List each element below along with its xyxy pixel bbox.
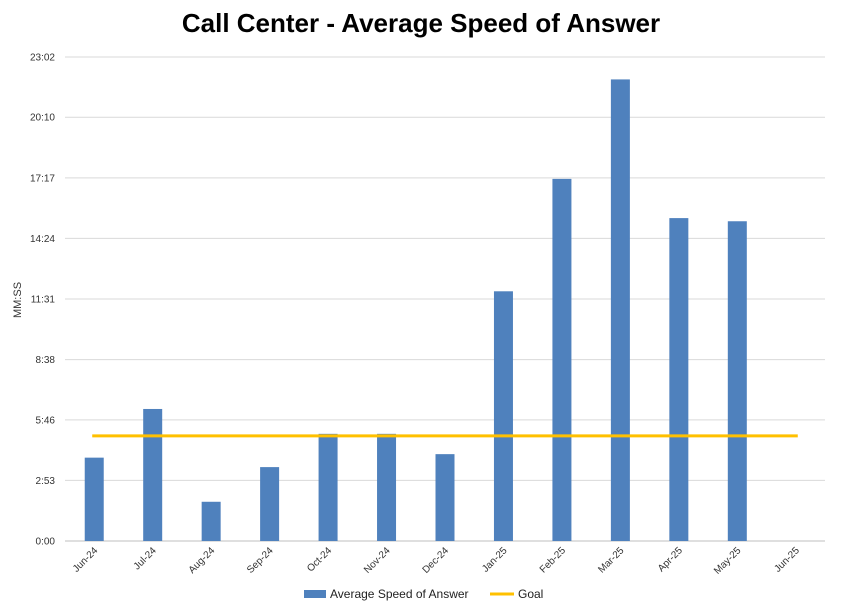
x-tick-label: May-25 [712, 545, 744, 577]
legend-swatch-bar [304, 590, 326, 598]
x-tick-label: Aug-24 [187, 545, 218, 576]
y-tick-label: 5:46 [36, 415, 56, 426]
bar [201, 501, 221, 541]
y-tick-label: 20:10 [30, 113, 55, 124]
y-tick-label: 14:24 [30, 234, 55, 245]
chart-title: Call Center - Average Speed of Answer [181, 8, 661, 38]
y-tick-label: 17:17 [30, 173, 55, 184]
y-tick-label: 2:53 [36, 476, 56, 487]
x-tick-label: Jan-25 [480, 545, 510, 575]
y-tick-label: 0:00 [36, 537, 56, 548]
x-tick-label: Mar-25 [596, 545, 626, 575]
y-tick-label: 8:38 [36, 355, 56, 366]
bar [610, 79, 630, 542]
legend: Average Speed of Answer Goal [304, 587, 543, 601]
x-tick-label: Sep-24 [245, 545, 276, 576]
legend-label: Average Speed of Answer [330, 587, 469, 601]
bar [143, 408, 163, 541]
bar [493, 291, 513, 541]
y-tick-label: 11:31 [31, 295, 56, 306]
legend-label: Goal [518, 587, 543, 601]
x-tick-labels: Jun-24 Jul-24 Aug-24 Sep-24 Oct-24 Nov-24 Dec-… [71, 545, 802, 577]
bar [552, 178, 572, 541]
bar [260, 467, 280, 541]
y-tick-labels: 0:00 2:53 5:46 8:38 11:31 14:24 17:17 20:10 23:0… [30, 53, 55, 548]
x-tick-label: Jun-24 [71, 545, 101, 575]
bar [318, 433, 338, 541]
bar [435, 454, 455, 541]
y-tick-label: 23:02 [30, 53, 55, 64]
x-tick-label: Dec-24 [421, 545, 452, 576]
x-tick-label: Feb-25 [538, 545, 568, 575]
x-tick-label: Jun-25 [772, 545, 802, 575]
x-tick-label: Apr-25 [656, 545, 685, 574]
y-axis-title: MM:SS [12, 282, 24, 318]
bar [377, 433, 397, 541]
x-tick-label: Jul-24 [132, 545, 159, 572]
x-tick-label: Oct-24 [305, 545, 334, 574]
x-tick-label: Nov-24 [362, 545, 393, 576]
bar-series [84, 79, 747, 542]
bar [669, 218, 689, 541]
bar [727, 221, 747, 541]
bar [84, 457, 104, 541]
